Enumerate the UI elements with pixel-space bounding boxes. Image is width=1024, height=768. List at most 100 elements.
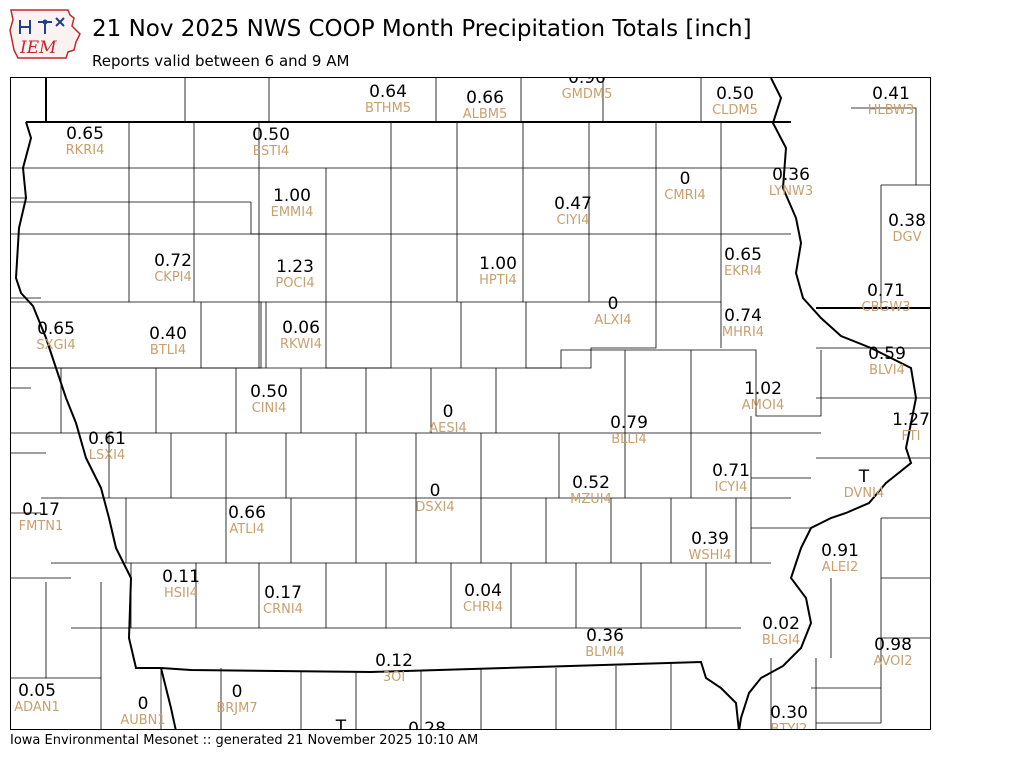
station-CRNI4[interactable]: 0.17 CRNI4 bbox=[228, 583, 338, 617]
station-value: 0.65 bbox=[66, 124, 104, 144]
station-id: EMMI4 bbox=[270, 205, 314, 220]
station-value: 0 bbox=[679, 169, 691, 189]
station-value: 0 bbox=[607, 294, 619, 314]
station-BTHM5[interactable]: 0.64 BTHM5 bbox=[333, 82, 443, 116]
station-id: ICYI4 bbox=[714, 480, 748, 495]
station-ESTI4[interactable]: 0.50 ESTI4 bbox=[216, 127, 326, 159]
station-value: 0.05 bbox=[18, 681, 56, 701]
station-unlabeled-028[interactable]: 0.28 bbox=[372, 721, 482, 730]
station-id: CMRI4 bbox=[664, 188, 706, 203]
station-id: BTLI4 bbox=[149, 343, 187, 358]
station-DVNI4[interactable]: T DVNI4 bbox=[809, 469, 919, 501]
station-CMRI4[interactable]: 0 CMRI4 bbox=[630, 169, 740, 203]
station-value: 0.59 bbox=[868, 344, 906, 364]
station-ALBM5[interactable]: 0.66 ALBM5 bbox=[430, 88, 540, 122]
station-ICYI4[interactable]: 0.71 ICYI4 bbox=[676, 463, 786, 495]
station-LYNW3[interactable]: 0.36 LYNW3 bbox=[736, 167, 846, 199]
station-value: 0 bbox=[137, 694, 149, 714]
station-BLMI4[interactable]: 0.36 BLMI4 bbox=[550, 628, 660, 660]
station-id: EKRI4 bbox=[724, 264, 762, 279]
station-value: 0.02 bbox=[762, 614, 800, 634]
station-RKWI4[interactable]: 0.06 RKWI4 bbox=[246, 320, 356, 352]
station-HPTI4[interactable]: 1.00 HPTI4 bbox=[443, 256, 553, 288]
station-ALXI4[interactable]: 0 ALXI4 bbox=[558, 294, 668, 328]
logo-text: IEM bbox=[19, 38, 57, 58]
station-value: 0.47 bbox=[554, 194, 592, 214]
station-value: 0.65 bbox=[724, 245, 762, 265]
station-BRJM7[interactable]: 0 BRJM7 bbox=[182, 682, 292, 716]
station-value: 0 bbox=[231, 682, 243, 702]
station-value: 0.66 bbox=[466, 88, 504, 108]
station-RKRI4[interactable]: 0.65 RKRI4 bbox=[30, 124, 140, 158]
station-LSXI4[interactable]: 0.61 LSXI4 bbox=[52, 431, 162, 463]
station-value: 0.98 bbox=[874, 635, 912, 655]
station-HSII4[interactable]: 0.11 HSII4 bbox=[126, 569, 236, 601]
station-POCI4[interactable]: 1.23 POCI4 bbox=[240, 259, 350, 291]
station-WSHI4[interactable]: 0.39 WSHI4 bbox=[655, 529, 765, 563]
station-value: 0.65 bbox=[37, 319, 75, 339]
station-CBGW3[interactable]: 0.71 CBGW3 bbox=[831, 283, 930, 315]
station-value: 1.02 bbox=[744, 379, 782, 399]
precipitation-map[interactable]: 0.64 BTHM5 0.66 ALBM5 0.90 GMDM5 0.50 CLDM5 … bbox=[10, 77, 931, 730]
station-CIYI4[interactable]: 0.47 CIYI4 bbox=[518, 194, 628, 228]
station-BLGI4[interactable]: 0.02 BLGI4 bbox=[726, 614, 836, 648]
station-value: 0.72 bbox=[154, 251, 192, 271]
station-value: 0.66 bbox=[228, 503, 266, 523]
station-id: AESI4 bbox=[429, 421, 467, 436]
station-id: BTHM5 bbox=[364, 101, 412, 116]
station-id: HPTI4 bbox=[479, 273, 517, 288]
station-HLBW3[interactable]: 0.41 HLBW3 bbox=[836, 86, 930, 118]
station-value: 0.38 bbox=[888, 211, 926, 231]
station-AVOI2[interactable]: 0.98 AVOI2 bbox=[838, 635, 930, 669]
station-value: 0.30 bbox=[770, 703, 808, 723]
station-id: DSXI4 bbox=[415, 500, 455, 515]
station-CINI4[interactable]: 0.50 CINI4 bbox=[214, 384, 324, 416]
station-id: SXGI4 bbox=[36, 338, 76, 353]
station-SXGI4[interactable]: 0.65 SXGI4 bbox=[11, 319, 111, 353]
station-value: 0 bbox=[429, 481, 441, 501]
station-id: FTI bbox=[901, 429, 921, 444]
station-AMOI4[interactable]: 1.02 AMOI4 bbox=[708, 379, 818, 413]
station-GMDM5[interactable]: 0.90 GMDM5 bbox=[532, 77, 642, 101]
station-value: 0.39 bbox=[691, 529, 729, 549]
station-ADAN1[interactable]: 0.05 ADAN1 bbox=[11, 681, 92, 715]
station-value: 0.17 bbox=[264, 583, 302, 603]
station-id: AMOI4 bbox=[741, 398, 785, 413]
station-CLDM5[interactable]: 0.50 CLDM5 bbox=[680, 84, 790, 118]
station-id: MZUI4 bbox=[570, 492, 612, 507]
station-MZUI4[interactable]: 0.52 MZUI4 bbox=[536, 475, 646, 507]
station-id: CLDM5 bbox=[712, 103, 758, 118]
station-value: 0.50 bbox=[716, 84, 754, 104]
station-DSXI4[interactable]: 0 DSXI4 bbox=[380, 481, 490, 515]
station-value: 0.90 bbox=[568, 77, 606, 88]
station-CHRI4[interactable]: 0.04 CHRI4 bbox=[428, 583, 538, 615]
station-ATLI4[interactable]: 0.66 ATLI4 bbox=[192, 503, 302, 537]
station-id: ADAN1 bbox=[14, 700, 60, 715]
station-EKRI4[interactable]: 0.65 EKRI4 bbox=[688, 245, 798, 279]
iem-logo: IEM bbox=[8, 6, 84, 62]
station-BLVI4[interactable]: 0.59 BLVI4 bbox=[832, 344, 930, 378]
station-3OI[interactable]: 0.12 3OI bbox=[339, 653, 449, 685]
station-id: CINI4 bbox=[251, 401, 287, 416]
station-value: 0.28 bbox=[408, 719, 446, 730]
station-AUBN1[interactable]: 0 AUBN1 bbox=[88, 694, 198, 728]
station-value: 0.64 bbox=[369, 82, 407, 102]
station-unlabeled-t[interactable]: T bbox=[286, 719, 396, 730]
station-value: 0.74 bbox=[724, 306, 762, 326]
station-AESI4[interactable]: 0 AESI4 bbox=[393, 404, 503, 436]
station-FMTN1[interactable]: 0.17 FMTN1 bbox=[11, 502, 96, 534]
station-id: LYNW3 bbox=[768, 184, 814, 199]
station-ALEI2[interactable]: 0.91 ALEI2 bbox=[785, 543, 895, 575]
station-BTLI4[interactable]: 0.40 BTLI4 bbox=[113, 326, 223, 358]
station-BTYI2[interactable]: 0.30 BTYI2 bbox=[734, 705, 844, 730]
station-id: HLBW3 bbox=[867, 103, 915, 118]
station-BLLI4[interactable]: 0.79 BLLI4 bbox=[574, 415, 684, 447]
station-value: 1.00 bbox=[273, 186, 311, 206]
station-DGV[interactable]: 0.38 DGV bbox=[852, 211, 930, 245]
station-FTI[interactable]: 1.27 FTI bbox=[856, 412, 930, 444]
station-MHRI4[interactable]: 0.74 MHRI4 bbox=[688, 306, 798, 340]
station-id: FMTN1 bbox=[18, 519, 64, 534]
station-CKPI4[interactable]: 0.72 CKPI4 bbox=[118, 251, 228, 285]
station-id: POCI4 bbox=[275, 276, 315, 291]
station-EMMI4[interactable]: 1.00 EMMI4 bbox=[237, 186, 347, 220]
